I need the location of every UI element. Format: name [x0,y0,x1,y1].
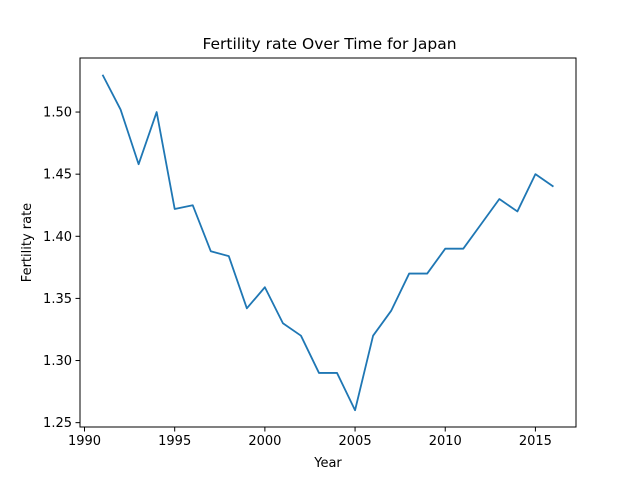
y-tick-label: 1.40 [43,230,72,245]
plot-frame [79,57,577,428]
series-group [101,74,554,412]
y-tick-label: 1.50 [43,106,72,121]
y-tick-label: 1.30 [43,354,72,369]
series-line [101,74,554,412]
x-tick-label: 2015 [519,434,552,449]
x-axis-label: Year [313,456,342,471]
x-axis-ticks: 1990 1995 2000 2005 2010 2015 [68,427,552,449]
chart-title: Fertility rate Over Time for Japan [202,35,456,53]
x-tick-label: 2005 [339,434,372,449]
y-tick-label: 1.45 [43,168,72,183]
x-tick-label: 1990 [68,434,101,449]
x-tick-label: 2000 [248,434,281,449]
y-tick-label: 1.25 [43,416,72,431]
y-axis-ticks: 1.25 1.30 1.35 1.40 1.45 1.50 [43,106,80,431]
x-tick-label: 2010 [429,434,462,449]
x-tick-label: 1995 [158,434,191,449]
y-tick-label: 1.35 [43,292,72,307]
y-axis-label: Fertility rate [20,203,35,282]
